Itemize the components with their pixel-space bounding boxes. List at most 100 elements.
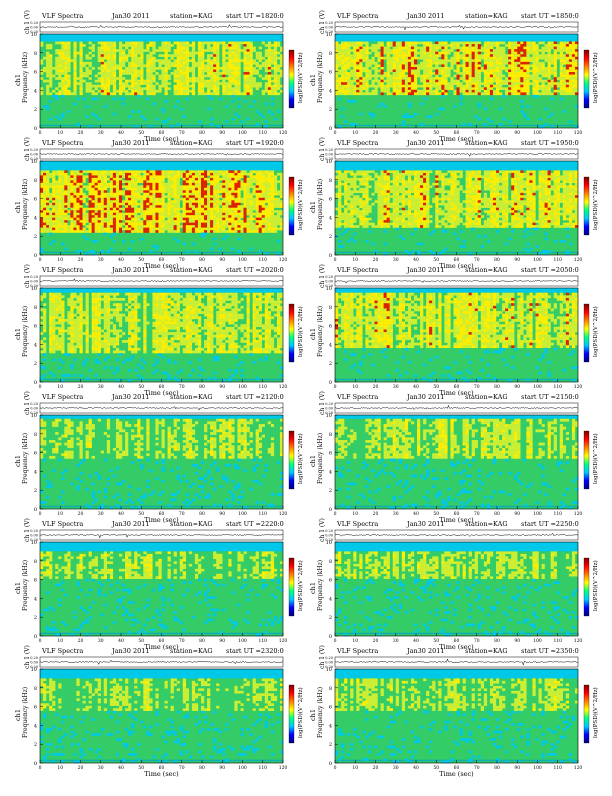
spectrogram-cell: [219, 228, 222, 231]
spectrogram-cell: [140, 49, 143, 52]
spectrogram-cell: [341, 54, 344, 57]
spectrogram-cell: [277, 44, 280, 47]
spectrogram-cell: [344, 67, 347, 70]
spectrogram-cell: [219, 248, 222, 251]
spectrogram-cell: [49, 59, 52, 62]
spectrogram-cell: [89, 42, 92, 45]
spectrogram-cell: [499, 72, 502, 75]
spectrogram-cell: [472, 54, 475, 57]
spectrogram-cell: [414, 87, 417, 90]
spectrogram-cell: [244, 82, 247, 85]
spectrogram-cell: [505, 77, 508, 80]
spectrogram-cell: [265, 59, 268, 62]
spectrogram-cell: [344, 59, 347, 62]
spectrogram-cell: [402, 54, 405, 57]
spectrogram-cell: [137, 228, 140, 231]
spectrogram-cell: [165, 185, 168, 188]
spectrogram-cell: [444, 62, 447, 65]
spectrogram-cell: [259, 225, 262, 228]
spectrogram-cell: [493, 80, 496, 83]
spectrogram-cell: [213, 210, 216, 213]
spectrogram-cell: [43, 175, 46, 178]
spectrogram-cell: [563, 54, 566, 57]
spectrogram-cell: [469, 77, 472, 80]
spectrogram-cell: [149, 205, 152, 208]
spectrogram-cell: [70, 220, 73, 223]
spectrogram-cell: [73, 62, 76, 65]
spectrogram-cell: [119, 203, 122, 206]
spectrogram-cell: [119, 223, 122, 226]
spectrogram-cell: [98, 67, 101, 70]
spectrogram-cell: [140, 190, 143, 193]
spectrogram-cell: [89, 57, 92, 60]
spectrogram-cell: [146, 220, 149, 223]
spectrogram-cell: [414, 90, 417, 93]
spectrogram-cell: [52, 173, 55, 176]
spectrogram-cell: [46, 180, 49, 183]
spectrogram-cell: [104, 213, 107, 216]
spectrogram-cell: [338, 80, 341, 83]
spectrogram-cell: [526, 67, 529, 70]
spectrogram-cell: [104, 198, 107, 201]
spectrogram-cell: [499, 70, 502, 73]
spectrogram-cell: [98, 218, 101, 221]
spectrogram-cell: [155, 59, 158, 62]
spectrogram-cell: [499, 75, 502, 78]
spectrogram-cell: [192, 175, 195, 178]
spectrogram-cell: [487, 67, 490, 70]
spectrogram-cell: [192, 170, 195, 173]
spectrogram-cell: [222, 208, 225, 211]
spectrogram-cell: [225, 205, 228, 208]
spectrogram-cell: [514, 70, 517, 73]
spectrogram-cell: [131, 82, 134, 85]
spectrogram-cell: [554, 85, 557, 88]
spectrogram-cell: [49, 80, 52, 83]
spectrogram-cell: [237, 80, 240, 83]
spectrogram-cell: [237, 64, 240, 67]
spectrogram-cell: [40, 248, 43, 251]
spectrogram-cell: [49, 225, 52, 228]
spectrogram-cell: [234, 54, 237, 57]
spectrogram-cell: [271, 103, 274, 106]
spectrogram-cell: [244, 190, 247, 193]
spectrogram-cell: [131, 188, 134, 191]
spectrogram-cell: [222, 218, 225, 221]
spectrogram-cell: [198, 218, 201, 221]
spectrogram-cell: [551, 72, 554, 75]
spectrogram-cell: [61, 175, 64, 178]
spectrogram-cell: [177, 85, 180, 88]
spectrogram-cell: [174, 70, 177, 73]
spectrogram-cell: [162, 85, 165, 88]
spectrogram-cell: [46, 213, 49, 216]
spectrogram-cell: [40, 87, 43, 90]
spectrogram-cell: [265, 82, 268, 85]
spectrogram-cell: [457, 92, 460, 95]
spectrogram-cell: [58, 180, 61, 183]
spectrogram-cell: [475, 57, 478, 60]
spectrogram-cell: [250, 87, 253, 90]
spectrogram-cell: [113, 85, 116, 88]
spectrogram-cell: [186, 70, 189, 73]
spectrogram-cell: [411, 54, 414, 57]
spectrogram-cell: [228, 215, 231, 218]
spectrogram-cell: [408, 54, 411, 57]
spectrogram-cell: [523, 85, 526, 88]
spectrogram-cell: [511, 52, 514, 55]
spectrogram-cell: [463, 44, 466, 47]
spectrogram-cell: [155, 193, 158, 196]
spectrogram-cell: [374, 75, 377, 78]
spectrogram-cell: [73, 85, 76, 88]
spectrogram-cell: [350, 82, 353, 85]
spectrogram-cell: [231, 77, 234, 80]
spectrogram-cell: [155, 67, 158, 70]
spectrogram-cell: [216, 225, 219, 228]
spectrogram-cell: [457, 72, 460, 75]
spectrogram-cell: [259, 178, 262, 181]
spectrogram-cell: [40, 178, 43, 181]
spectrogram-cell: [49, 195, 52, 198]
spectrogram-cell: [137, 95, 140, 98]
spectrogram-cell: [192, 230, 195, 233]
spectrogram-cell: [253, 82, 256, 85]
spectrogram-cell: [137, 185, 140, 188]
